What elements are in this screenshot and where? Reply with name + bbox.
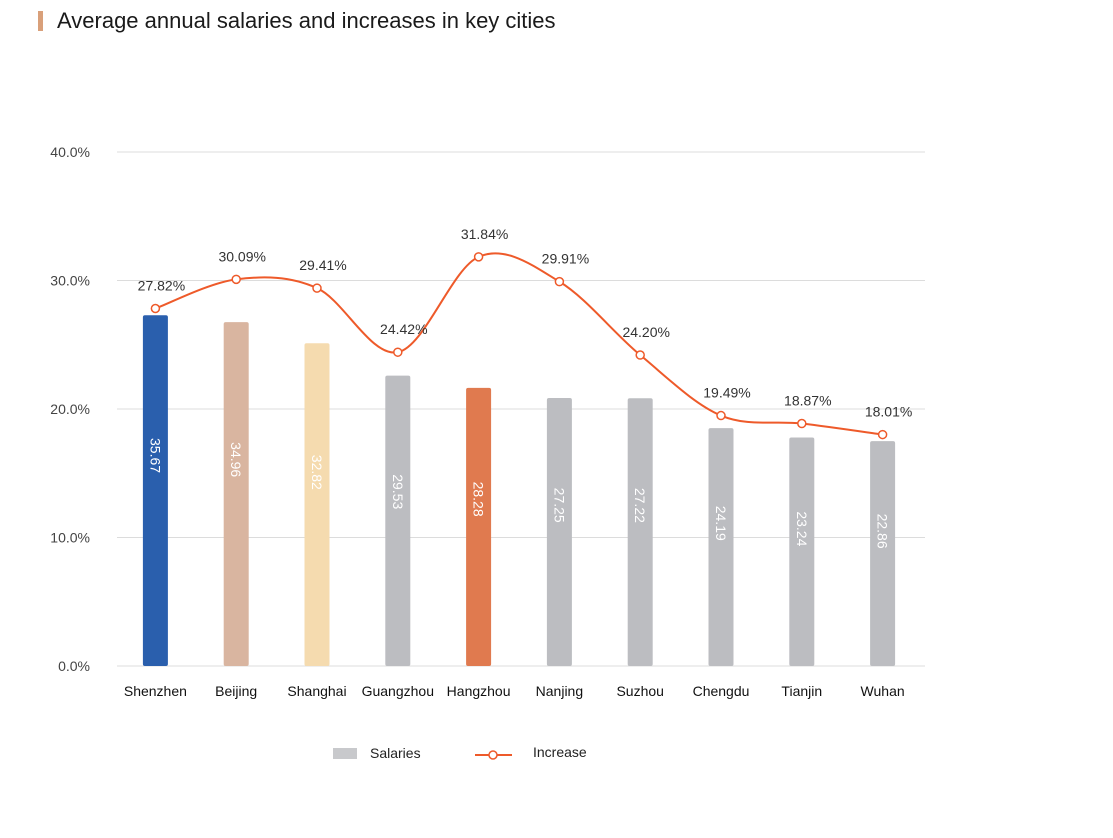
legend-salaries-label: Salaries [370, 745, 421, 761]
x-axis-labels: Shenzhen Beijing Shanghai Guangzhou Hangzhou… [124, 683, 905, 699]
y-tick-label: 10.0% [50, 530, 90, 546]
bar [789, 437, 815, 666]
bar-value-label: 29.53 [390, 474, 406, 509]
bar [870, 441, 896, 666]
x-axis-label: Chengdu [693, 683, 750, 699]
bar [304, 343, 330, 666]
bar [223, 322, 249, 666]
increase-value-label: 29.41% [299, 257, 346, 273]
y-axis-ticks: 0.0% 10.0% 20.0% 30.0% 40.0% [50, 144, 90, 674]
y-tick-label: 30.0% [50, 273, 90, 289]
bar-value-label: 22.86 [875, 514, 891, 549]
line-series: 27.82% 30.09% 29.41% 24.42% 31.84% 29.91% 24.2… [138, 226, 912, 440]
x-axis-label: Beijing [215, 683, 257, 699]
increase-point [473, 252, 484, 262]
bar-value-label: 24.19 [713, 506, 729, 541]
x-axis-label: Hangzhou [447, 683, 511, 699]
increase-value-label: 27.82% [138, 278, 185, 294]
legend-increase-label: Increase [533, 744, 587, 760]
increase-value-label: 24.20% [622, 324, 669, 340]
bar-value-label: 28.28 [471, 482, 487, 517]
increase-value-label: 30.09% [218, 248, 265, 264]
x-axis-label: Shenzhen [124, 683, 187, 699]
bar-value-label: 27.22 [632, 488, 648, 523]
increase-value-label: 24.42% [380, 321, 427, 337]
increase-point [554, 276, 565, 287]
legend-salaries-swatch [333, 748, 357, 759]
increase-point [312, 283, 322, 293]
increase-point [797, 418, 807, 429]
increase-line [155, 252, 883, 436]
x-axis-label: Tianjin [781, 683, 822, 699]
increase-point [716, 410, 726, 421]
bar-value-label: 32.82 [309, 455, 325, 490]
bar [627, 398, 653, 666]
increase-point [150, 303, 161, 314]
bar-value-label: 34.96 [228, 442, 244, 477]
y-tick-label: 0.0% [58, 658, 90, 674]
x-axis-label: Wuhan [861, 683, 905, 699]
x-axis-label: Shanghai [287, 683, 346, 699]
y-tick-label: 40.0% [50, 144, 90, 160]
bar-series: 35.67 34.96 32.82 29.53 28.28 27.25 27.22 24.19… [142, 315, 896, 666]
bar [466, 387, 492, 666]
increase-value-label: 29.91% [542, 251, 589, 267]
bar [142, 315, 168, 666]
title-accent-bar [38, 11, 43, 31]
increase-point [877, 429, 888, 440]
bar-value-label: 27.25 [551, 488, 567, 523]
bar-value-label: 23.24 [794, 511, 810, 546]
bar-value-label: 35.67 [147, 438, 163, 473]
increase-value-label: 18.87% [784, 393, 831, 409]
bar [546, 398, 572, 666]
increase-point [635, 350, 645, 360]
legend: Salaries Increase [333, 744, 587, 761]
bar [708, 428, 734, 666]
x-axis-label: Suzhou [616, 683, 663, 699]
x-axis-label: Guangzhou [362, 683, 434, 699]
chart-title: Average annual salaries and increases in… [57, 8, 556, 33]
increase-point [231, 274, 241, 285]
increase-point [393, 347, 403, 357]
legend-increase-marker [488, 750, 498, 760]
chart-title-wrap: Average annual salaries and increases in… [38, 8, 556, 34]
increase-value-label: 19.49% [703, 385, 750, 401]
increase-value-label: 18.01% [865, 404, 912, 420]
y-tick-label: 20.0% [50, 401, 90, 417]
x-axis-label: Nanjing [536, 683, 583, 699]
increase-value-label: 31.84% [461, 226, 508, 242]
bar [385, 375, 411, 666]
